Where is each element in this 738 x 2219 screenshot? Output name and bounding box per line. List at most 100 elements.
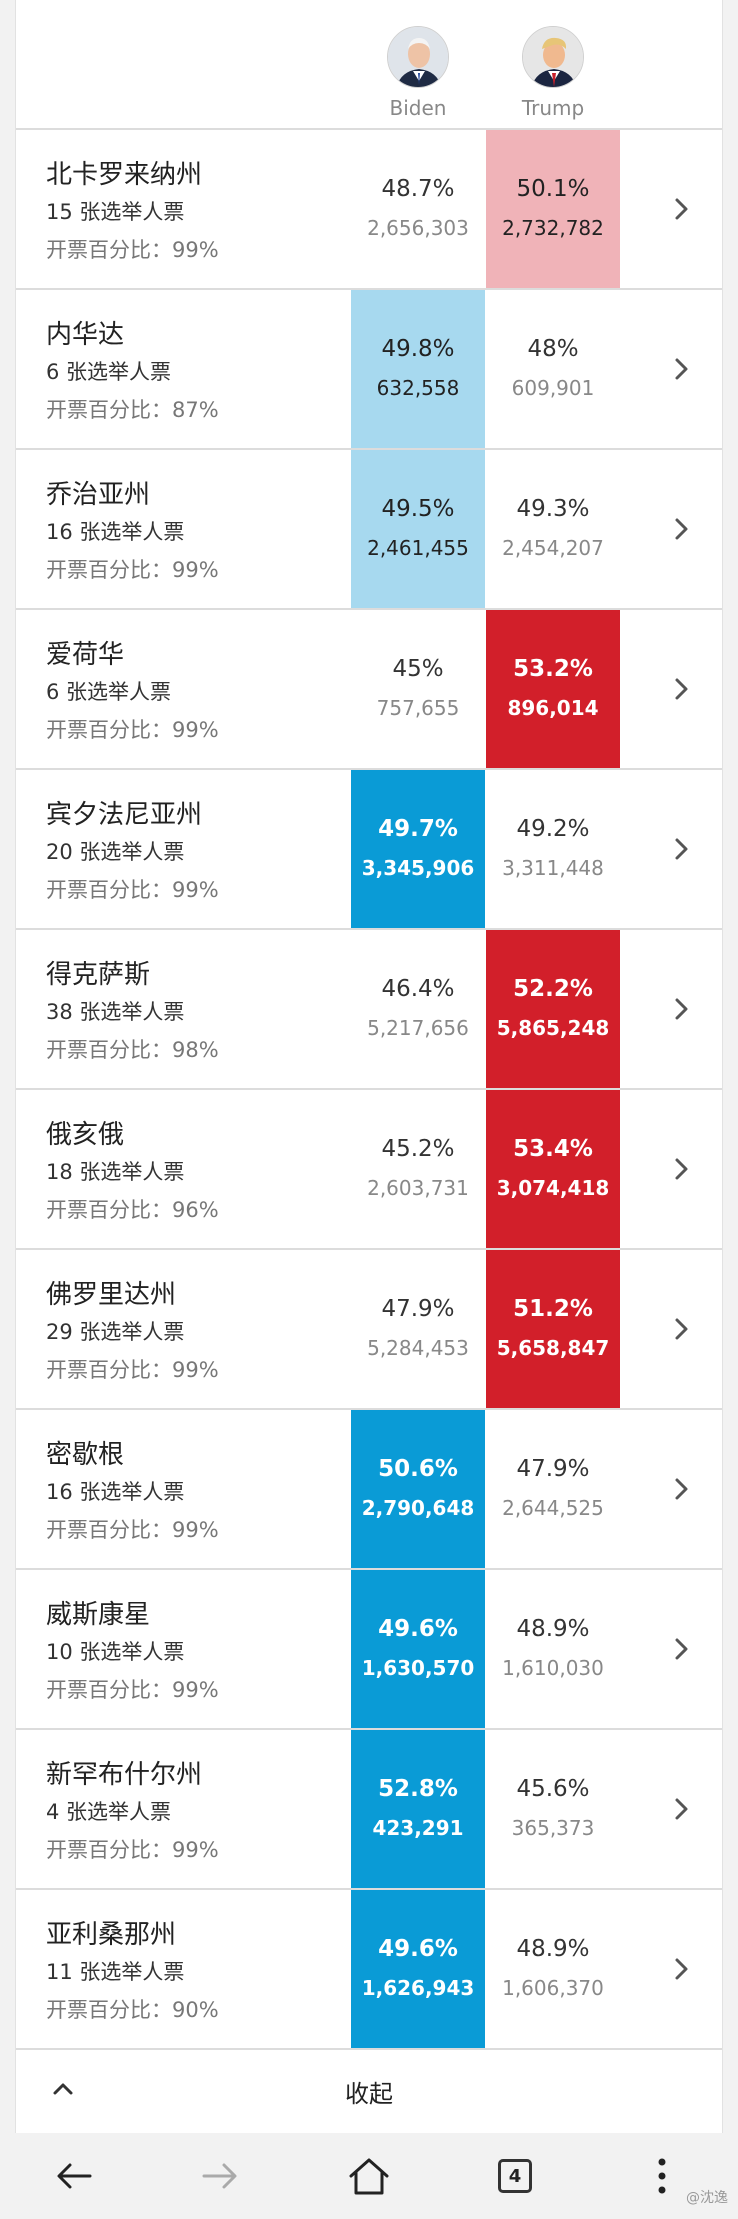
biden-percent: 49.8% bbox=[381, 336, 455, 362]
chevron-right-icon bbox=[675, 1478, 688, 1500]
trump-percent: 48.9% bbox=[516, 1936, 590, 1962]
biden-percent: 45% bbox=[392, 656, 444, 682]
reporting-percent: 开票百分比：99% bbox=[46, 1838, 219, 1862]
biden-percent: 49.5% bbox=[381, 496, 455, 522]
electoral-votes: 4 张选举人票 bbox=[46, 1800, 172, 1824]
state-row[interactable]: 佛罗里达州 29 张选举人票 开票百分比：99% 47.9% 5,284,453 51.2… bbox=[16, 1250, 722, 1410]
state-row[interactable]: 乔治亚州 16 张选举人票 开票百分比：99% 49.5% 2,461,455 49.3%… bbox=[16, 450, 722, 610]
chevron-right-icon bbox=[675, 1638, 688, 1660]
trump-votes: 3,311,448 bbox=[502, 856, 604, 880]
trump-result: 48.9% 1,610,030 bbox=[486, 1570, 620, 1728]
tab-count: 4 bbox=[508, 2165, 522, 2187]
trump-votes: 365,373 bbox=[511, 1816, 595, 1840]
biden-votes: 423,291 bbox=[372, 1816, 464, 1840]
biden-votes: 2,603,731 bbox=[367, 1176, 469, 1200]
state-name: 亚利桑那州 bbox=[46, 1920, 177, 1950]
browser-navbar: 4 @沈逸 bbox=[0, 2133, 738, 2219]
trump-result: 50.1% 2,732,782 bbox=[486, 130, 620, 288]
trump-percent: 52.2% bbox=[513, 976, 593, 1002]
biden-votes: 757,655 bbox=[376, 696, 460, 720]
reporting-percent: 开票百分比：99% bbox=[46, 558, 219, 582]
state-row[interactable]: 新罕布什尔州 4 张选举人票 开票百分比：99% 52.8% 423,291 45.6% 3… bbox=[16, 1730, 722, 1890]
state-row[interactable]: 北卡罗来纳州 15 张选举人票 开票百分比：99% 48.7% 2,656,303 50.… bbox=[16, 130, 722, 290]
chevron-right-icon bbox=[675, 198, 688, 220]
back-button[interactable] bbox=[46, 2151, 102, 2201]
state-results-list: 北卡罗来纳州 15 张选举人票 开票百分比：99% 48.7% 2,656,303 50.… bbox=[16, 130, 722, 2050]
trump-votes: 1,606,370 bbox=[502, 1976, 604, 2000]
electoral-votes: 38 张选举人票 bbox=[46, 1000, 185, 1024]
trump-percent: 50.1% bbox=[516, 176, 590, 202]
biden-percent: 52.8% bbox=[378, 1776, 458, 1802]
trump-result: 47.9% 2,644,525 bbox=[486, 1410, 620, 1568]
state-name: 得克萨斯 bbox=[46, 960, 151, 990]
trump-avatar bbox=[522, 26, 584, 88]
trump-votes: 609,901 bbox=[511, 376, 595, 400]
biden-result: 45% 757,655 bbox=[351, 610, 485, 768]
biden-avatar bbox=[387, 26, 449, 88]
reporting-percent: 开票百分比：87% bbox=[46, 398, 219, 422]
state-name: 北卡罗来纳州 bbox=[46, 160, 203, 190]
state-row[interactable]: 亚利桑那州 11 张选举人票 开票百分比：90% 49.6% 1,626,943 48.9… bbox=[16, 1890, 722, 2050]
chevron-right-icon bbox=[675, 1798, 688, 1820]
trump-percent: 49.3% bbox=[516, 496, 590, 522]
trump-result: 53.4% 3,074,418 bbox=[486, 1090, 620, 1248]
state-row[interactable]: 密歇根 16 张选举人票 开票百分比：99% 50.6% 2,790,648 47.9% 2… bbox=[16, 1410, 722, 1570]
more-menu-button[interactable] bbox=[634, 2151, 690, 2201]
trump-votes: 5,658,847 bbox=[496, 1336, 610, 1360]
home-button[interactable] bbox=[341, 2151, 397, 2201]
reporting-percent: 开票百分比：99% bbox=[46, 238, 219, 262]
trump-votes: 896,014 bbox=[507, 696, 599, 720]
forward-arrow-icon bbox=[202, 2163, 237, 2189]
biden-percent: 45.2% bbox=[381, 1136, 455, 1162]
state-row[interactable]: 内华达 6 张选举人票 开票百分比：87% 49.8% 632,558 48% 609,90… bbox=[16, 290, 722, 450]
electoral-votes: 18 张选举人票 bbox=[46, 1160, 185, 1184]
forward-button[interactable] bbox=[192, 2151, 248, 2201]
chevron-right-icon bbox=[675, 678, 688, 700]
state-row[interactable]: 宾夕法尼亚州 20 张选举人票 开票百分比：99% 49.7% 3,345,906 49.… bbox=[16, 770, 722, 930]
chevron-right-icon bbox=[675, 1158, 688, 1180]
state-row[interactable]: 威斯康星 10 张选举人票 开票百分比：99% 49.6% 1,630,570 48.9%… bbox=[16, 1570, 722, 1730]
results-card: Biden Trump 北卡罗来纳州 15 张选举人票 开票百分比：99% 48.7%… bbox=[15, 0, 723, 2133]
electoral-votes: 6 张选举人票 bbox=[46, 360, 172, 384]
biden-votes: 632,558 bbox=[376, 376, 460, 400]
collapse-button[interactable]: 收起 bbox=[16, 2050, 722, 2130]
electoral-votes: 20 张选举人票 bbox=[46, 840, 185, 864]
trump-percent: 53.2% bbox=[513, 656, 593, 682]
electoral-votes: 29 张选举人票 bbox=[46, 1320, 185, 1344]
reporting-percent: 开票百分比：99% bbox=[46, 1678, 219, 1702]
trump-result: 48% 609,901 bbox=[486, 290, 620, 448]
biden-percent: 50.6% bbox=[378, 1456, 458, 1482]
trump-percent: 53.4% bbox=[513, 1136, 593, 1162]
trump-votes: 5,865,248 bbox=[496, 1016, 610, 1040]
biden-result: 49.6% 1,626,943 bbox=[351, 1890, 485, 2048]
reporting-percent: 开票百分比：96% bbox=[46, 1198, 219, 1222]
more-vertical-icon bbox=[658, 2158, 666, 2194]
biden-result: 47.9% 5,284,453 bbox=[351, 1250, 485, 1408]
biden-result: 49.8% 632,558 bbox=[351, 290, 485, 448]
reporting-percent: 开票百分比：99% bbox=[46, 878, 219, 902]
tabs-button[interactable]: 4 bbox=[487, 2151, 543, 2201]
electoral-votes: 10 张选举人票 bbox=[46, 1640, 185, 1664]
trump-percent: 51.2% bbox=[513, 1296, 593, 1322]
state-row[interactable]: 爱荷华 6 张选举人票 开票百分比：99% 45% 757,655 53.2% 896,01… bbox=[16, 610, 722, 770]
trump-percent: 48% bbox=[527, 336, 579, 362]
trump-percent: 45.6% bbox=[516, 1776, 590, 1802]
biden-votes: 1,626,943 bbox=[361, 1976, 475, 2000]
state-name: 爱荷华 bbox=[46, 640, 125, 670]
biden-votes: 3,345,906 bbox=[361, 856, 475, 880]
back-arrow-icon bbox=[57, 2163, 92, 2189]
trump-votes: 2,454,207 bbox=[502, 536, 604, 560]
reporting-percent: 开票百分比：99% bbox=[46, 1518, 219, 1542]
state-row[interactable]: 得克萨斯 38 张选举人票 开票百分比：98% 46.4% 5,217,656 52.2%… bbox=[16, 930, 722, 1090]
biden-result: 45.2% 2,603,731 bbox=[351, 1090, 485, 1248]
tabs-icon: 4 bbox=[498, 2159, 532, 2193]
biden-result: 52.8% 423,291 bbox=[351, 1730, 485, 1888]
trump-result: 48.9% 1,606,370 bbox=[486, 1890, 620, 2048]
state-row[interactable]: 俄亥俄 18 张选举人票 开票百分比：96% 45.2% 2,603,731 53.4% 3… bbox=[16, 1090, 722, 1250]
state-name: 乔治亚州 bbox=[46, 480, 151, 510]
electoral-votes: 15 张选举人票 bbox=[46, 200, 185, 224]
electoral-votes: 6 张选举人票 bbox=[46, 680, 172, 704]
biden-votes: 2,656,303 bbox=[367, 216, 469, 240]
biden-percent: 47.9% bbox=[381, 1296, 455, 1322]
state-name: 佛罗里达州 bbox=[46, 1280, 177, 1310]
